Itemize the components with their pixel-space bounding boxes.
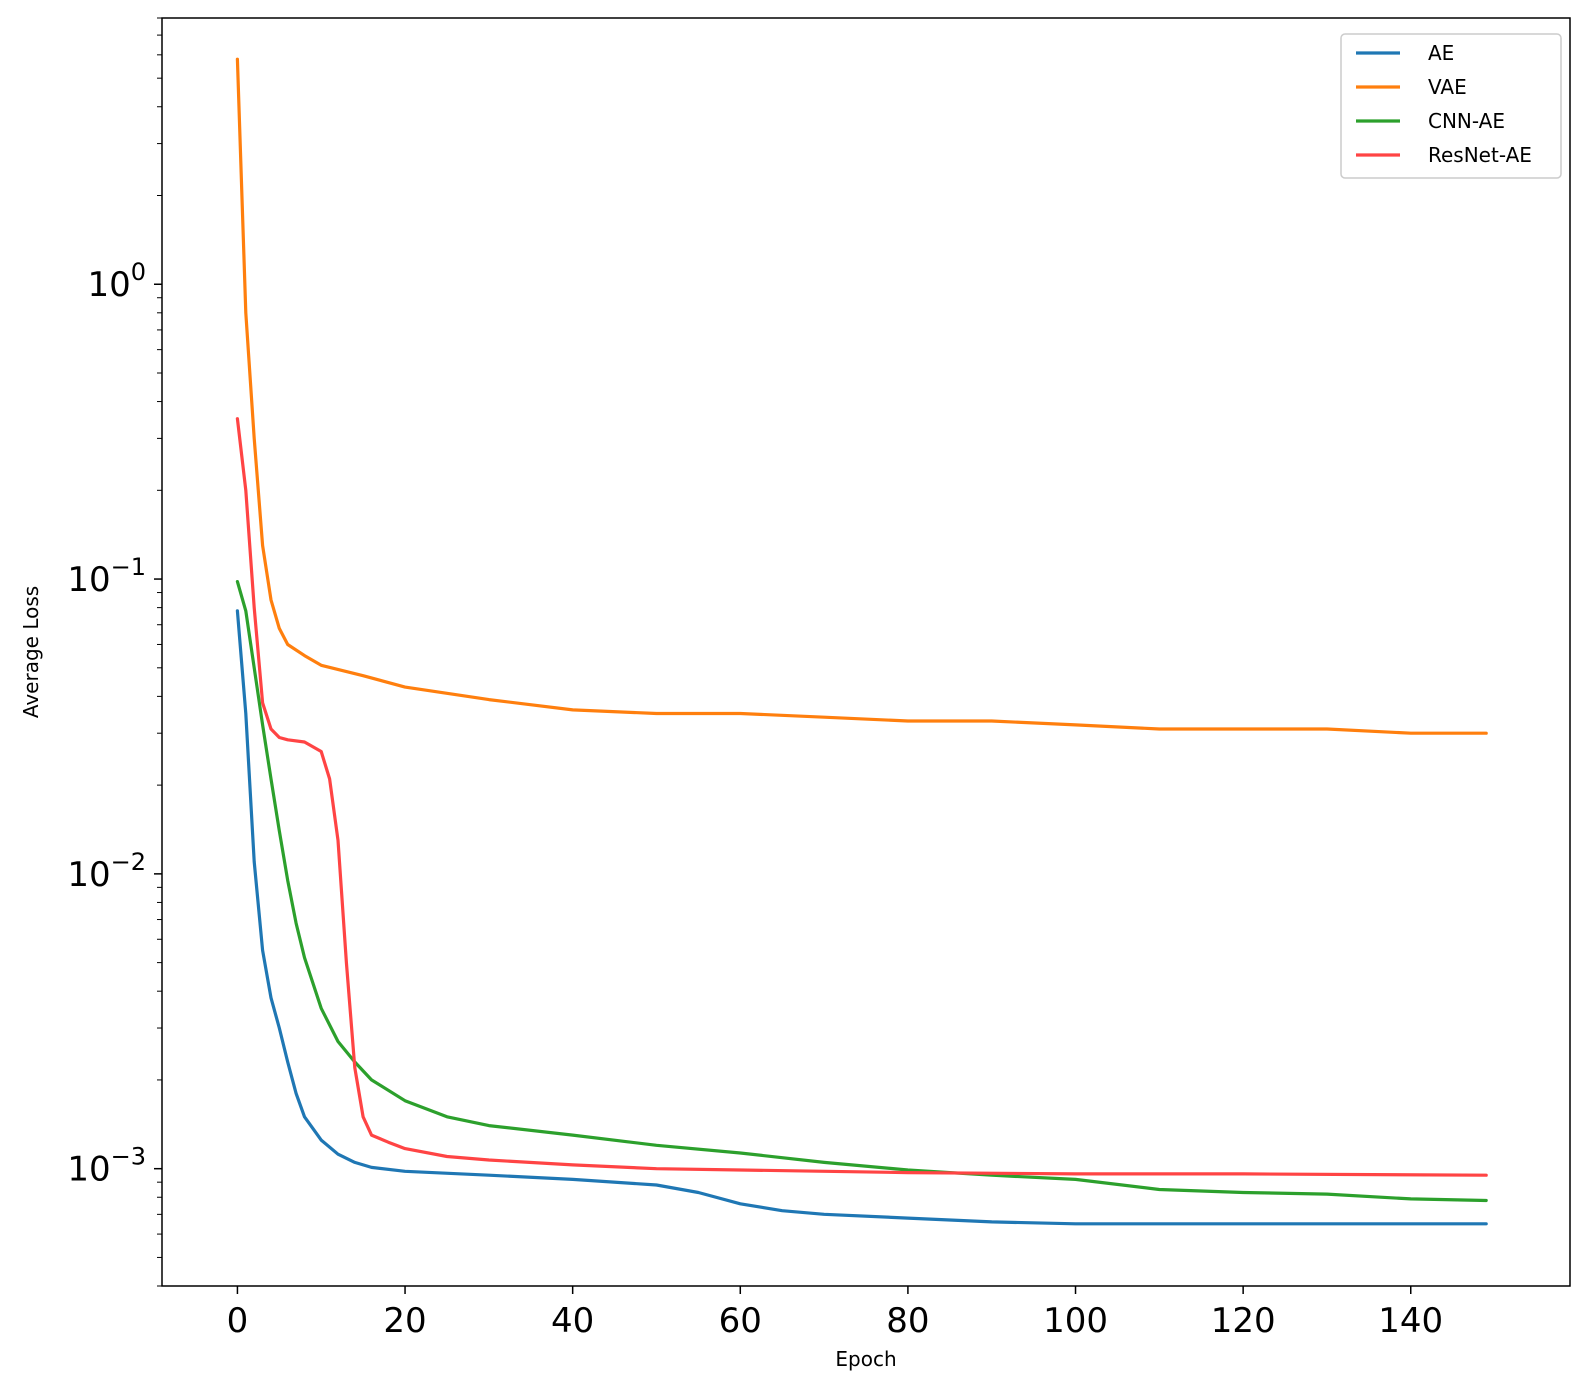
plot-frame (161, 17, 1571, 1287)
y-tick-label: 100 (87, 258, 146, 305)
legend-label-ae: AE (1428, 41, 1454, 65)
series-line-cnn-ae (235, 580, 1488, 1203)
x-tick-label: 100 (1043, 1301, 1108, 1341)
legend-box (1340, 33, 1562, 179)
legend: AE VAE CNN-AE ResNet-AE (1340, 33, 1562, 179)
y-tick-label: 10−1 (67, 553, 146, 600)
x-tick-label: 0 (227, 1301, 249, 1341)
series-line-vae (235, 57, 1488, 735)
legend-label-resnet-ae: ResNet-AE (1428, 143, 1532, 167)
legend-items: AE VAE CNN-AE ResNet-AE (1356, 41, 1532, 167)
series-line-ae (235, 609, 1488, 1226)
x-tick-label: 80 (886, 1301, 929, 1341)
x-tick-label: 140 (1378, 1301, 1443, 1341)
legend-label-cnn-ae: CNN-AE (1428, 109, 1505, 133)
y-minor-ticks (157, 17, 162, 1287)
series-layer (235, 57, 1488, 1226)
y-axis-ticks: 100 10−1 10−2 10−3 (67, 258, 162, 1190)
y-tick-label: 10−3 (67, 1143, 146, 1190)
y-axis-label: Average Loss (19, 586, 43, 718)
y-tick-label: 10−2 (67, 848, 146, 895)
x-tick-label: 60 (719, 1301, 762, 1341)
x-tick-label: 20 (383, 1301, 426, 1341)
series-line-resnet-ae (235, 417, 1488, 1177)
x-tick-label: 120 (1211, 1301, 1276, 1341)
x-axis-label: Epoch (835, 1347, 896, 1371)
x-axis-ticks: 0 20 40 60 80 100 120 140 (227, 1286, 1443, 1341)
x-tick-label: 40 (551, 1301, 594, 1341)
legend-label-vae: VAE (1428, 75, 1467, 99)
